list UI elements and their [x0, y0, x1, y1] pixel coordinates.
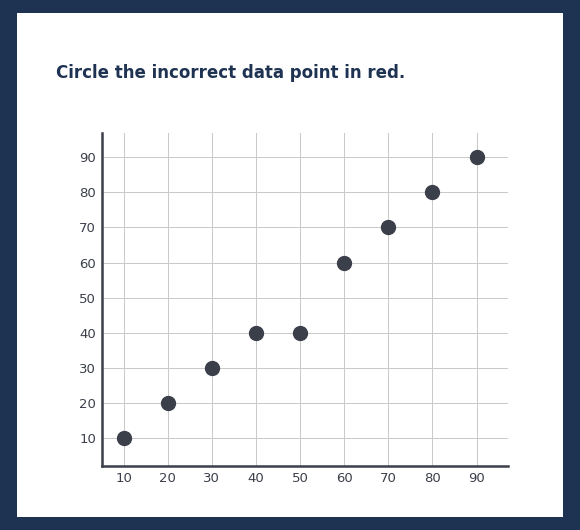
- Point: [339, 258, 349, 267]
- Point: [295, 329, 305, 337]
- Point: [119, 434, 128, 443]
- Point: [207, 364, 216, 372]
- Text: Circle the incorrect data point in red.: Circle the incorrect data point in red.: [56, 64, 405, 82]
- Point: [384, 223, 393, 232]
- Point: [163, 399, 172, 408]
- Point: [472, 153, 481, 161]
- Point: [251, 329, 260, 337]
- Point: [428, 188, 437, 197]
